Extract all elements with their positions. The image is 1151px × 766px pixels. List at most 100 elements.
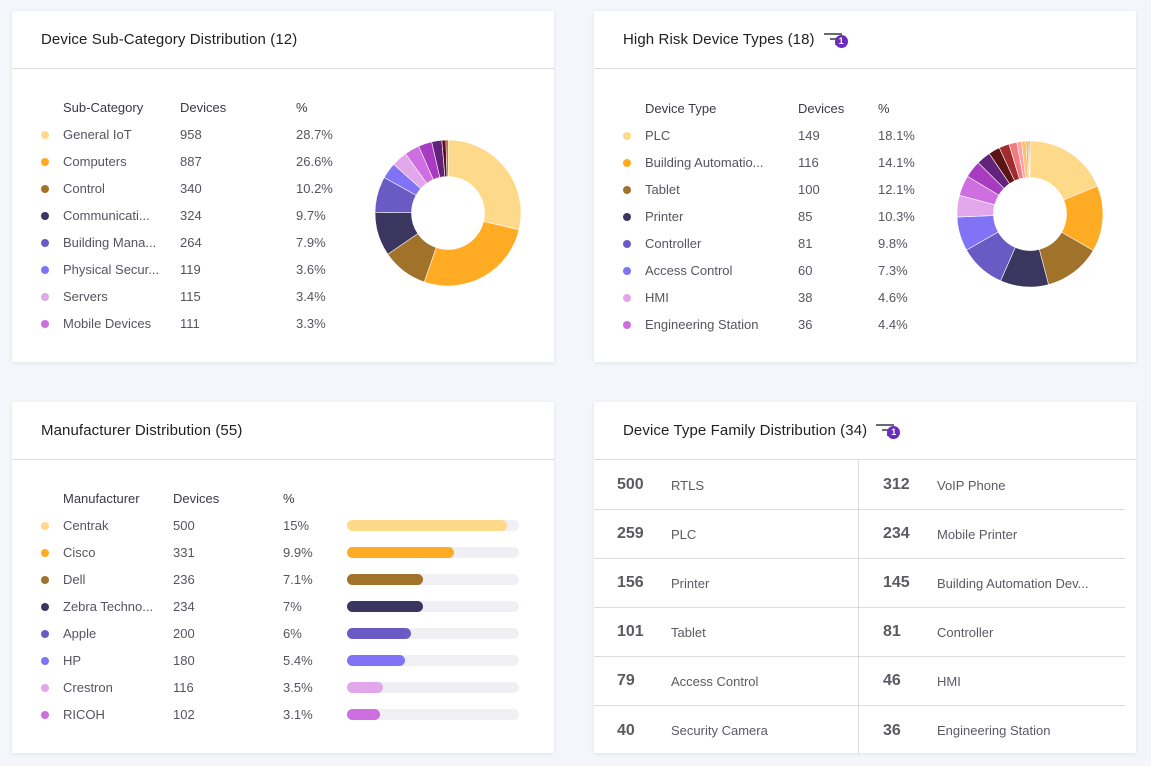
- legend-row[interactable]: RICOH 102 3.1%: [12, 701, 519, 728]
- legend-devices: 340: [180, 181, 202, 196]
- legend-name: Access Control: [645, 263, 733, 278]
- donut-slice-other-10[interactable]: [1028, 141, 1031, 178]
- legend-color-dot: [41, 265, 49, 274]
- family-cell[interactable]: 500 RTLS: [594, 461, 859, 509]
- legend-row[interactable]: Centrak 500 15%: [12, 512, 519, 539]
- legend-name: Servers: [63, 289, 108, 304]
- bar-fill: [347, 628, 411, 639]
- family-cell[interactable]: 79 Access Control: [594, 657, 859, 705]
- high-risk-card: High Risk Device Types (18) 1 Device Typ…: [594, 11, 1136, 362]
- legend-row[interactable]: Control 340 10.2%: [12, 175, 356, 202]
- bar-track: [347, 682, 519, 693]
- legend-row[interactable]: HP 180 5.4%: [12, 647, 519, 674]
- legend-devices: 116: [798, 155, 819, 170]
- legend-devices: 111: [180, 316, 200, 331]
- legend-row[interactable]: Printer 85 10.3%: [594, 203, 938, 230]
- legend-color-dot: [41, 710, 49, 719]
- family-cell[interactable]: 145 Building Automation Dev...: [859, 559, 1124, 607]
- legend-name: Zebra Techno...: [63, 599, 154, 614]
- legend-color-dot: [41, 130, 49, 139]
- legend-row[interactable]: Dell 236 7.1%: [12, 566, 519, 593]
- legend-percent: 3.4%: [296, 289, 326, 304]
- legend-row[interactable]: General IoT 958 28.7%: [12, 121, 356, 148]
- legend-color-dot: [623, 239, 631, 248]
- family-cell[interactable]: 259 PLC: [594, 510, 859, 558]
- legend-percent: 10.3%: [878, 209, 915, 224]
- legend-row[interactable]: Cisco 331 9.9%: [12, 539, 519, 566]
- legend-color-dot: [41, 211, 49, 220]
- legend-row[interactable]: Access Control 60 7.3%: [594, 257, 938, 284]
- legend-name: HP: [63, 653, 82, 668]
- legend-row[interactable]: Engineering Station 36 4.4%: [594, 311, 938, 338]
- legend-name: Engineering Station: [645, 317, 759, 332]
- filter-icon[interactable]: 1: [823, 31, 848, 49]
- legend-row[interactable]: HMI 38 4.6%: [594, 284, 938, 311]
- legend-row[interactable]: Building Mana... 264 7.9%: [12, 229, 356, 256]
- legend-color-dot: [41, 521, 49, 530]
- bar-fill: [347, 682, 384, 693]
- legend-name: Control: [63, 181, 105, 196]
- legend-color-dot: [623, 293, 631, 302]
- legend-row[interactable]: Computers 887 26.6%: [12, 148, 356, 175]
- legend-row[interactable]: Physical Secur... 119 3.6%: [12, 256, 356, 283]
- family-label: Building Automation Dev...: [937, 575, 1089, 591]
- family-grid: 500 RTLS 312 VoIP Phone 259 PLC 234 Mobile Prin…: [594, 461, 1125, 755]
- family-cell[interactable]: 156 Printer: [594, 559, 859, 607]
- legend-devices: 200: [173, 626, 195, 641]
- legend-row[interactable]: Crestron 116 3.5%: [12, 674, 519, 701]
- family-cell[interactable]: 312 VoIP Phone: [859, 461, 1124, 509]
- family-cell[interactable]: 40 Security Camera: [594, 706, 859, 755]
- legend-color-dot: [41, 184, 49, 193]
- bar-fill: [347, 574, 423, 585]
- legend-header-row: Manufacturer Devices%: [12, 485, 343, 512]
- bar-track: [347, 628, 519, 639]
- donut-slice-other-4[interactable]: [445, 140, 449, 177]
- legend-row[interactable]: Zebra Techno... 234 7%: [12, 593, 519, 620]
- legend-devices: 116: [173, 680, 194, 695]
- filter-count-badge: 1: [834, 34, 848, 48]
- legend-row[interactable]: PLC 149 18.1%: [594, 122, 938, 149]
- column-header-0: Sub-Category: [63, 100, 144, 115]
- legend-row[interactable]: Apple 200 6%: [12, 620, 519, 647]
- bar-fill: [347, 520, 507, 531]
- legend-name: Mobile Devices: [63, 316, 152, 331]
- family-header: Device Type Family Distribution (34) 1: [594, 402, 1136, 460]
- donut-slice-general-iot[interactable]: [447, 140, 521, 231]
- legend-devices: 60: [798, 263, 813, 278]
- family-cell[interactable]: 36 Engineering Station: [859, 706, 1124, 755]
- legend-row[interactable]: Controller 81 9.8%: [594, 230, 938, 257]
- legend-color-dot: [41, 602, 49, 611]
- family-cell[interactable]: 81 Controller: [859, 608, 1124, 656]
- family-card: Device Type Family Distribution (34) 1 5…: [594, 402, 1136, 755]
- legend-devices: 36: [798, 317, 813, 332]
- legend-name: Computers: [63, 154, 127, 169]
- legend-row[interactable]: Communicati... 324 9.7%: [12, 202, 356, 229]
- legend-percent: 3.5%: [283, 680, 313, 695]
- legend-row[interactable]: Mobile Devices 111 3.3%: [12, 310, 356, 337]
- donut-slice-computers[interactable]: [423, 221, 520, 286]
- high-risk-donut: [957, 141, 1103, 287]
- legend-row[interactable]: Servers 115 3.4%: [12, 283, 356, 310]
- family-cell[interactable]: 234 Mobile Printer: [859, 510, 1124, 558]
- legend-devices: 38: [798, 290, 813, 305]
- legend-color-dot: [623, 266, 631, 275]
- legend-row[interactable]: Building Automatio... 116 14.1%: [594, 149, 938, 176]
- family-cell[interactable]: 101 Tablet: [594, 608, 859, 656]
- legend-color-dot: [41, 319, 49, 328]
- bar-fill: [347, 655, 406, 666]
- manufacturer-legend: Manufacturer Devices% Centrak 500 15% Cisco 33…: [12, 485, 519, 728]
- filter-icon[interactable]: 1: [876, 422, 901, 440]
- family-count: 259: [617, 525, 644, 542]
- filter-count-badge: 1: [887, 425, 901, 439]
- family-row: 156 Printer 145 Building Automation Dev...: [594, 559, 1125, 608]
- sub-category-legend: Sub-Category Devices% General IoT 958 28.7% C…: [12, 94, 356, 337]
- legend-percent: 5.4%: [283, 653, 313, 668]
- manufacturer-card: Manufacturer Distribution (55) Manufactu…: [12, 402, 554, 753]
- legend-color-dot: [41, 238, 49, 247]
- legend-percent: 18.1%: [878, 128, 915, 143]
- family-cell[interactable]: 46 HMI: [859, 657, 1124, 705]
- legend-row[interactable]: Tablet 100 12.1%: [594, 176, 938, 203]
- family-count: 101: [617, 623, 644, 640]
- high-risk-title: High Risk Device Types (18): [623, 31, 815, 48]
- legend-devices: 234: [173, 599, 195, 614]
